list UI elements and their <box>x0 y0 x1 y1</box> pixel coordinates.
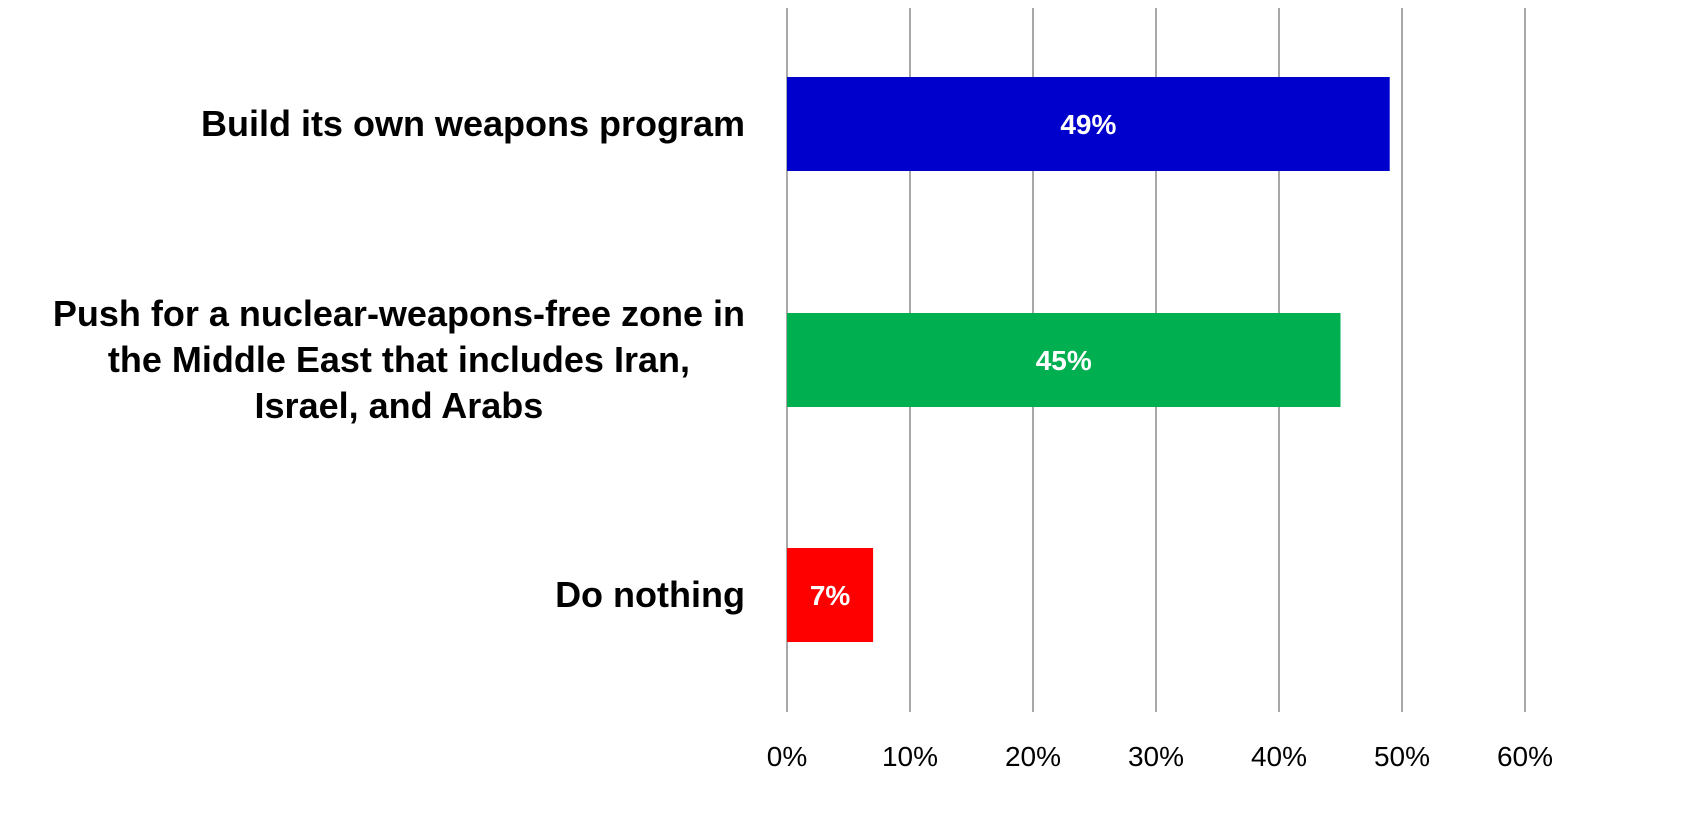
x-tick-label: 50% <box>1374 741 1430 772</box>
category-labels: Build its own weapons program Push for a … <box>53 103 745 615</box>
x-tick-label: 20% <box>1005 741 1061 772</box>
x-tick-label: 30% <box>1128 741 1184 772</box>
category-label: Push for a nuclear-weapons-free zone in t… <box>53 293 745 426</box>
x-tick-label: 0% <box>767 741 807 772</box>
bar <box>787 548 874 642</box>
category-label-line: the Middle East that includes Iran, <box>108 339 690 380</box>
bar-data-label: 7% <box>810 580 851 611</box>
bar-data-label: 45% <box>1036 345 1092 376</box>
bar-data-label: 49% <box>1060 109 1116 140</box>
bar <box>787 77 1390 171</box>
category-label-line: Israel, and Arabs <box>255 385 544 426</box>
x-axis-ticks: 0% 10% 20% 30% 40% 50% 60% <box>767 741 1553 772</box>
category-label-line: Build its own weapons program <box>201 103 745 144</box>
bar <box>787 313 1341 407</box>
x-tick-label: 10% <box>882 741 938 772</box>
category-label: Build its own weapons program <box>201 103 745 144</box>
x-tick-label: 60% <box>1497 741 1553 772</box>
bars: 49% 45% 7% <box>787 77 1390 642</box>
category-label: Do nothing <box>555 574 745 615</box>
category-label-line: Push for a nuclear-weapons-free zone in <box>53 293 745 334</box>
x-tick-label: 40% <box>1251 741 1307 772</box>
category-label-line: Do nothing <box>555 574 745 615</box>
